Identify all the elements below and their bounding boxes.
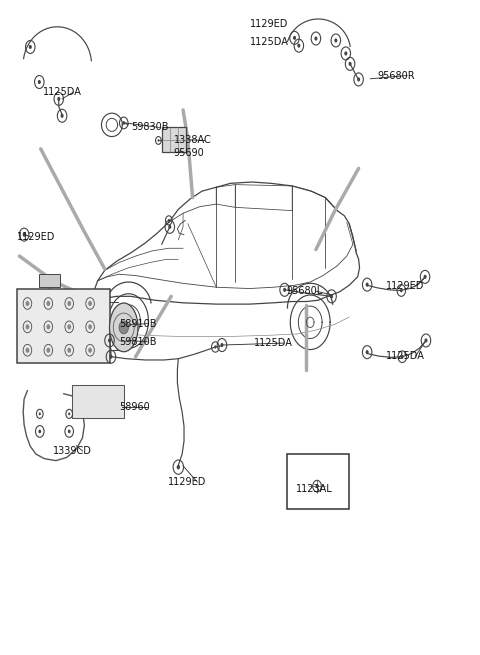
Circle shape: [157, 140, 159, 141]
Circle shape: [88, 348, 92, 353]
Circle shape: [38, 430, 41, 433]
Text: 95680R: 95680R: [378, 71, 415, 81]
Circle shape: [25, 348, 29, 353]
Bar: [17, 289, 109, 364]
Circle shape: [47, 348, 50, 353]
Circle shape: [67, 348, 71, 353]
Circle shape: [25, 324, 29, 329]
Circle shape: [366, 350, 369, 354]
Circle shape: [38, 80, 41, 84]
Circle shape: [47, 301, 50, 306]
Text: 1125DA: 1125DA: [250, 37, 288, 47]
Circle shape: [177, 465, 180, 470]
Circle shape: [297, 44, 300, 48]
Circle shape: [424, 339, 428, 343]
Circle shape: [348, 62, 351, 66]
Circle shape: [68, 413, 70, 415]
Circle shape: [168, 219, 170, 222]
Bar: [39, 274, 60, 288]
Circle shape: [29, 45, 32, 49]
Circle shape: [67, 324, 71, 329]
Circle shape: [366, 282, 369, 287]
Circle shape: [357, 77, 360, 81]
Circle shape: [423, 274, 427, 279]
Circle shape: [314, 37, 317, 41]
Text: 1129ED: 1129ED: [386, 281, 424, 291]
Text: 1129ED: 1129ED: [168, 477, 206, 487]
Circle shape: [60, 114, 64, 118]
Circle shape: [67, 301, 71, 306]
Text: 1125DA: 1125DA: [43, 87, 82, 98]
Text: 1125DA: 1125DA: [386, 351, 425, 361]
Circle shape: [330, 294, 333, 299]
Circle shape: [108, 339, 111, 343]
Circle shape: [401, 355, 404, 358]
Circle shape: [344, 51, 348, 56]
Text: 59810B: 59810B: [119, 337, 156, 346]
Bar: [288, 454, 349, 510]
Circle shape: [283, 288, 286, 292]
Circle shape: [119, 321, 129, 334]
Circle shape: [293, 36, 296, 40]
Circle shape: [334, 39, 337, 43]
Circle shape: [220, 343, 224, 347]
Circle shape: [214, 345, 216, 348]
Circle shape: [25, 301, 29, 306]
Text: 58910B: 58910B: [119, 318, 156, 329]
Text: 1129ED: 1129ED: [17, 232, 55, 242]
Circle shape: [88, 301, 92, 306]
Circle shape: [23, 233, 25, 236]
Text: 59830B: 59830B: [131, 122, 168, 132]
Circle shape: [39, 413, 41, 415]
Circle shape: [68, 430, 71, 433]
Text: 95680L: 95680L: [287, 286, 323, 296]
Text: 1338AC: 1338AC: [174, 136, 211, 145]
Circle shape: [88, 324, 92, 329]
Text: 95690: 95690: [174, 149, 204, 159]
Circle shape: [400, 289, 403, 292]
Circle shape: [109, 354, 112, 359]
Text: 58960: 58960: [119, 402, 150, 412]
Circle shape: [47, 324, 50, 329]
Circle shape: [316, 484, 318, 488]
Circle shape: [57, 97, 60, 101]
Text: 1129ED: 1129ED: [250, 18, 288, 29]
Bar: [162, 128, 186, 152]
Text: 1123AL: 1123AL: [296, 483, 333, 494]
Text: 1125DA: 1125DA: [254, 338, 293, 348]
Circle shape: [168, 225, 171, 229]
Bar: [72, 384, 124, 419]
Circle shape: [122, 121, 125, 125]
Ellipse shape: [109, 303, 138, 352]
Text: 1339CD: 1339CD: [53, 446, 92, 456]
